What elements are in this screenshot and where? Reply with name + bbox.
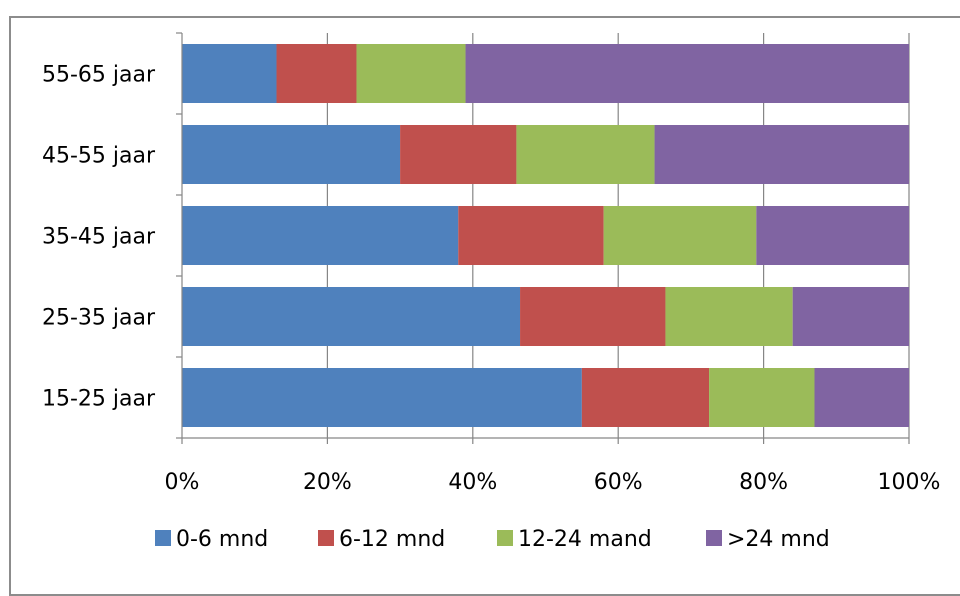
- legend-swatch: [155, 530, 171, 546]
- legend-label: 6-12 mnd: [339, 527, 445, 552]
- bar-segment: [400, 125, 517, 184]
- x-tick-label: 60%: [594, 470, 643, 495]
- y-tick-label: 45-55 jaar: [42, 144, 156, 169]
- stacked-bar-chart: 0% 20% 40% 60% 80% 100% 55-65 jaar 45-55 jaar 35…: [42, 32, 941, 552]
- bar-segment: [792, 287, 909, 346]
- bar-segment: [356, 44, 466, 103]
- bar-segment: [665, 287, 793, 346]
- axes: [176, 32, 910, 444]
- legend: 0-6 mnd 6-12 mnd 12-24 mand >24 mnd: [155, 527, 830, 552]
- bar-segment: [756, 206, 909, 265]
- bar-segment: [709, 368, 815, 427]
- bar-segment: [814, 368, 909, 427]
- bar-segment: [465, 44, 909, 103]
- x-tick-label: 20%: [303, 470, 352, 495]
- x-tick-label: 0%: [165, 470, 200, 495]
- bar-segment: [182, 44, 277, 103]
- bar-segment: [581, 368, 710, 427]
- bar-segment: [182, 287, 521, 346]
- y-tick-label: 25-35 jaar: [42, 306, 156, 331]
- legend-swatch: [706, 530, 722, 546]
- bars: [182, 44, 909, 427]
- y-tick-label: 55-65 jaar: [42, 63, 156, 88]
- x-tick-label: 80%: [739, 470, 788, 495]
- y-tick-label: 15-25 jaar: [42, 387, 156, 412]
- bar-segment: [458, 206, 604, 265]
- legend-label: 12-24 mand: [518, 527, 652, 552]
- bar-segment: [520, 287, 666, 346]
- legend-label: 0-6 mnd: [176, 527, 268, 552]
- bar-segment: [276, 44, 357, 103]
- legend-swatch: [497, 530, 513, 546]
- bar-segment: [182, 206, 459, 265]
- legend-label: >24 mnd: [727, 527, 830, 552]
- x-tick-label: 100%: [878, 470, 941, 495]
- bar-segment: [182, 125, 401, 184]
- bar-segment: [182, 368, 582, 427]
- legend-swatch: [318, 530, 334, 546]
- x-tick-label: 40%: [448, 470, 497, 495]
- bar-segment: [654, 125, 909, 184]
- bar-segment: [603, 206, 757, 265]
- y-tick-label: 35-45 jaar: [42, 225, 156, 250]
- bar-segment: [516, 125, 655, 184]
- axis-labels: 0% 20% 40% 60% 80% 100% 55-65 jaar 45-55 jaar 35…: [42, 63, 941, 496]
